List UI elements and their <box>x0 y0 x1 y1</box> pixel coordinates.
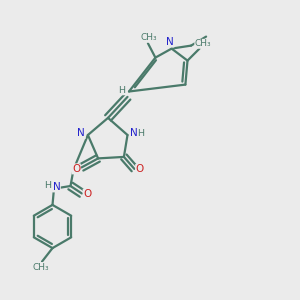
Text: CH₃: CH₃ <box>140 33 157 42</box>
Text: CH₃: CH₃ <box>32 262 49 272</box>
Text: N: N <box>52 182 60 192</box>
Text: N: N <box>166 37 174 47</box>
Text: CH₃: CH₃ <box>195 39 212 48</box>
Text: O: O <box>83 189 92 199</box>
Text: H: H <box>118 86 126 95</box>
Text: N: N <box>130 128 138 138</box>
Text: H: H <box>44 181 51 190</box>
Text: H: H <box>137 129 145 138</box>
Text: O: O <box>136 164 144 175</box>
Text: N: N <box>77 128 85 139</box>
Text: O: O <box>72 164 80 174</box>
